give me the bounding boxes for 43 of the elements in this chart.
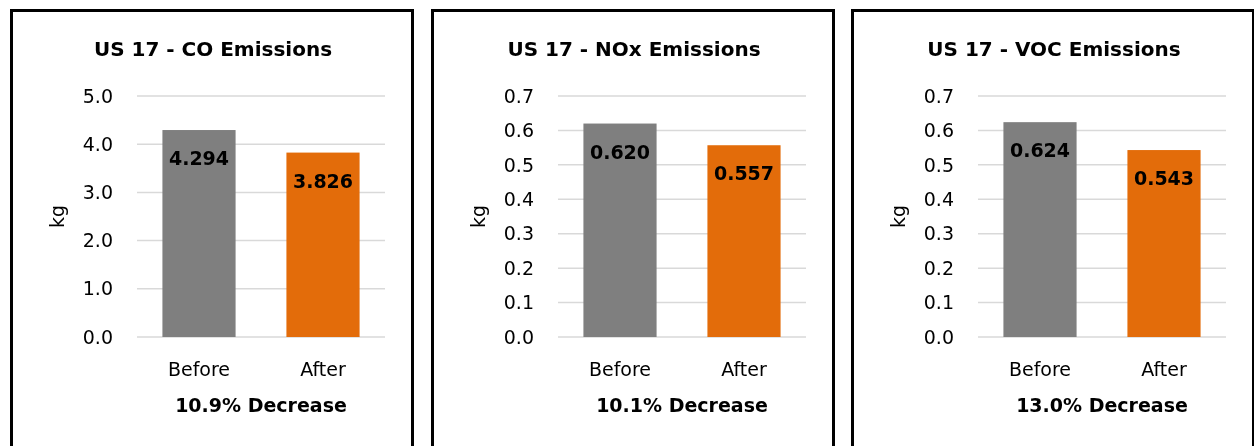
x-axis-title: 10.1% Decrease: [595, 394, 768, 416]
x-axis-title: 10.9% Decrease: [175, 394, 347, 416]
y-tick-label: 0.5: [923, 153, 954, 176]
data-label: 0.557: [713, 162, 774, 185]
y-tick-label: 0.3: [923, 222, 954, 245]
x-tick-label: After: [1141, 358, 1187, 380]
y-tick-label: 2.0: [82, 229, 113, 252]
x-tick-label: After: [300, 358, 346, 380]
y-axis-title: kg: [887, 204, 909, 229]
x-tick-label: Before: [1008, 358, 1072, 380]
x-tick-label: Before: [588, 358, 651, 380]
y-tick-label: 0.2: [503, 256, 534, 279]
y-tick-label: 0.5: [503, 153, 534, 176]
y-tick-label: 0.6: [503, 119, 534, 142]
y-tick-label: 4.0: [82, 132, 113, 155]
y-tick-label: 0.2: [923, 256, 954, 279]
data-label: 0.543: [1133, 167, 1195, 190]
chart-title: US 17 - CO Emissions: [93, 37, 333, 61]
y-axis-title: kg: [46, 204, 68, 229]
y-tick-label: 0.4: [503, 187, 534, 210]
y-tick-label: 1.0: [82, 277, 113, 300]
data-label: 4.294: [168, 147, 230, 170]
y-tick-label: 0.7: [923, 84, 954, 107]
chart-title: US 17 - VOC Emissions: [927, 37, 1181, 61]
x-tick-label: After: [720, 358, 767, 380]
y-tick-label: 5.0: [82, 84, 113, 107]
y-tick-label: 0.0: [923, 325, 954, 348]
y-tick-label: 0.0: [503, 325, 534, 348]
data-label: 0.624: [1009, 139, 1071, 162]
y-tick-label: 0.6: [923, 119, 954, 142]
y-tick-label: 0.4: [923, 187, 954, 210]
data-label: 0.620: [589, 140, 650, 163]
y-tick-label: 0.3: [503, 222, 534, 245]
x-axis-title: 13.0% Decrease: [1016, 394, 1188, 416]
y-tick-label: 0.1: [923, 291, 954, 314]
y-axis-title: kg: [466, 204, 489, 229]
y-tick-label: 3.0: [82, 181, 113, 204]
y-tick-label: 0.1: [503, 291, 534, 314]
y-tick-label: 0.0: [82, 325, 113, 348]
y-tick-label: 0.7: [503, 84, 534, 107]
chart-title: US 17 - NOx Emissions: [506, 37, 761, 61]
data-label: 3.826: [292, 169, 354, 192]
x-tick-label: Before: [167, 358, 231, 380]
